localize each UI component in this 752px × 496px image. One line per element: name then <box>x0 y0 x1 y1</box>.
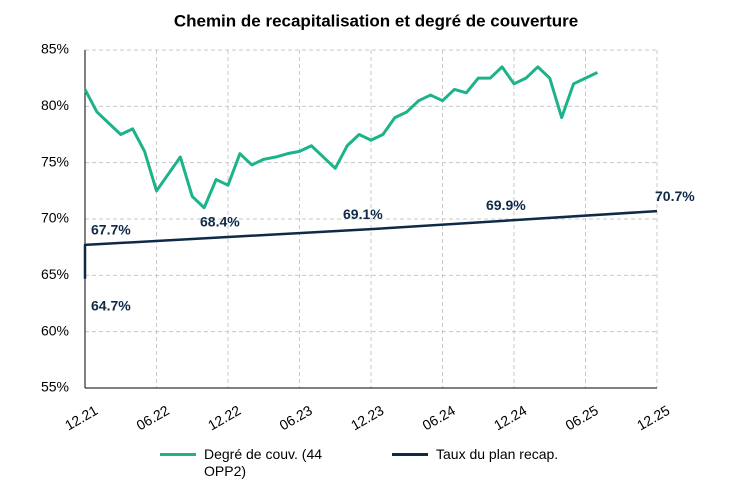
data-label: 69.1% <box>343 206 383 222</box>
data-label: 64.7% <box>91 297 131 313</box>
x-tick-label: 12.22 <box>205 402 244 433</box>
y-tick-label: 65% <box>41 266 69 282</box>
legend-label: Taux du plan recap. <box>436 446 559 462</box>
data-label: 69.9% <box>486 197 526 213</box>
line <box>83 65 599 210</box>
x-tick-label: 06.24 <box>420 402 459 433</box>
data-label: 70.7% <box>655 188 695 204</box>
legend-label: Degré de couv. (44 OPP2) <box>204 446 323 479</box>
y-tick-label: 85% <box>41 41 69 57</box>
y-tick-label: 60% <box>41 322 69 338</box>
legend-swatch <box>160 453 196 456</box>
x-tick-label: 06.22 <box>134 402 173 433</box>
x-tick-label: 12.21 <box>62 402 101 433</box>
y-tick-label: 70% <box>41 210 69 226</box>
y-tick-label: 55% <box>41 379 69 395</box>
legend-swatch <box>392 453 428 456</box>
x-tick-label: 06.25 <box>563 402 602 433</box>
y-tick-label: 75% <box>41 153 69 169</box>
x-tick-label: 06.23 <box>277 402 316 433</box>
x-tick-label: 12.23 <box>348 402 387 433</box>
y-tick-label: 80% <box>41 97 69 113</box>
chart-title: Chemin de recapitalisation et degré de c… <box>174 11 578 30</box>
x-tick-label: 12.25 <box>634 402 673 433</box>
x-tick-label: 12.24 <box>491 402 530 433</box>
line <box>83 209 658 279</box>
data-label: 67.7% <box>91 222 131 238</box>
data-label: 68.4% <box>200 214 240 230</box>
